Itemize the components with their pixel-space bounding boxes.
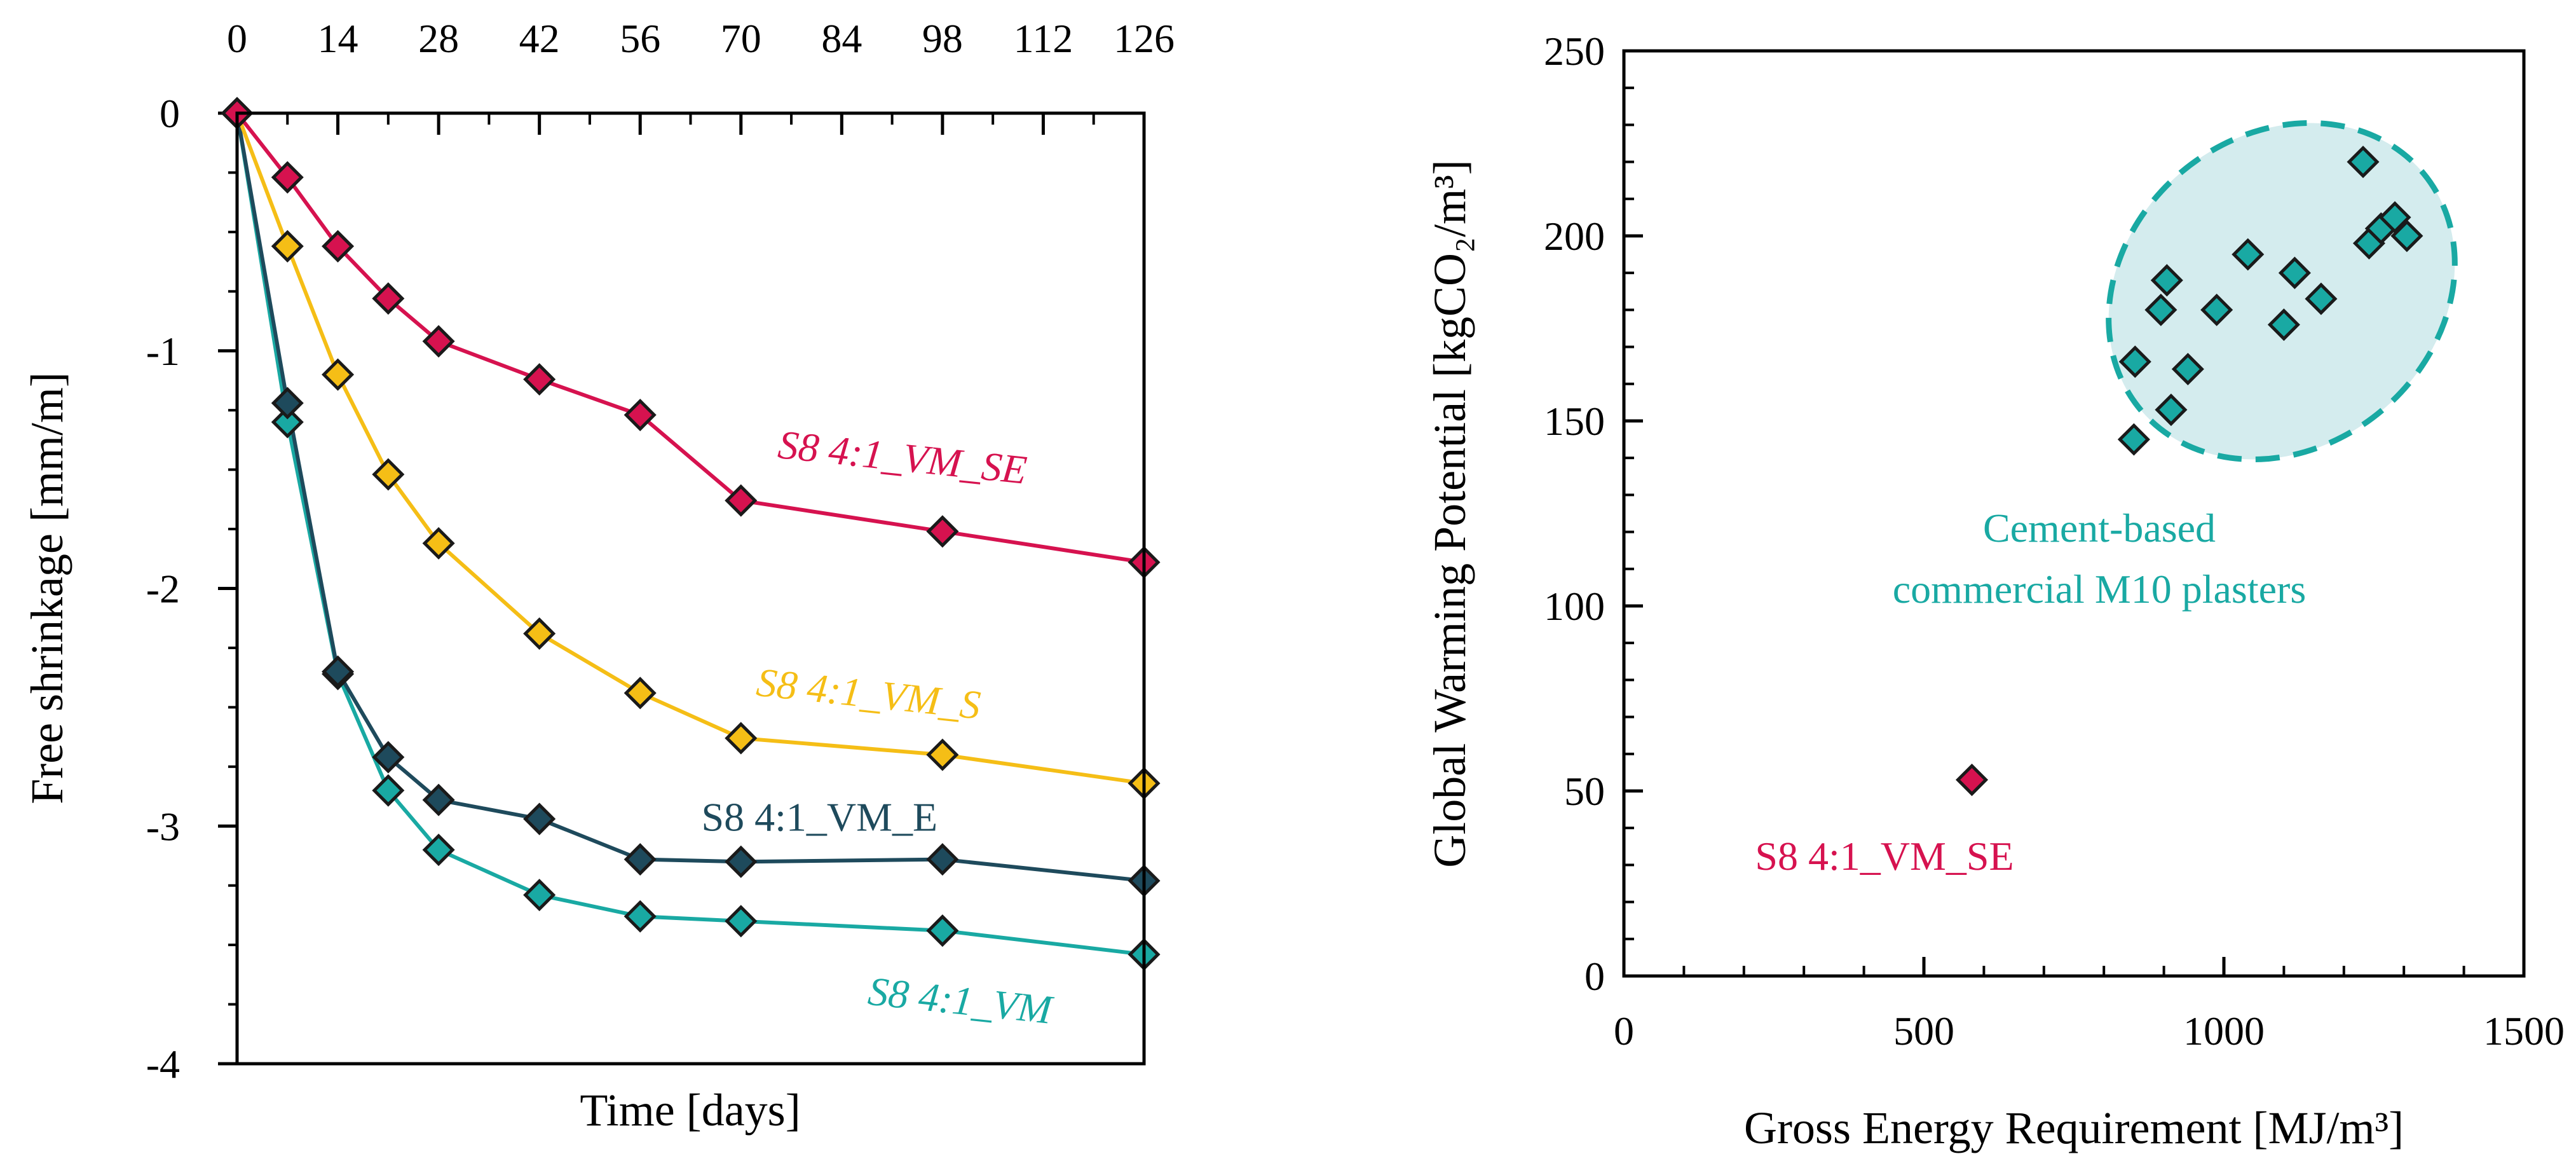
point-s8-4-1-vm-se [926,515,959,548]
shrinkage-y-tick-label: -4 [146,1041,180,1087]
point-s8-4-1-vm-e [926,843,959,876]
point-s8-4-1-vm-s [624,677,657,710]
shrinkage-x-tick-label: 56 [620,16,660,61]
series-line-s8-4-1-vm-s [235,112,1145,785]
point-s8-4-1-vm [624,900,657,933]
shrinkage-x-tick-label: 28 [418,16,459,61]
point-s8-4-1-vm-s [322,358,355,391]
gwp-plot-frame [1622,49,2526,978]
shrinkage-x-tick-label: 112 [1014,16,1073,61]
gwp-y-tick-label: 150 [1544,399,1605,444]
shrinkage-x-tick-label: 42 [519,16,560,61]
commercial-plasters-ellipse [2106,120,2458,463]
point-s8-4-1-vm-s [926,738,959,771]
point-s8-4-1-vm-e [422,783,455,816]
gwp-ger-chart: 0 500 1000 1500 0 50 100 150 200 250 Gross Energy… [1424,29,2565,1153]
gwp-x-tick-label: 500 [1893,1008,1954,1054]
commercial-plaster-point [2171,352,2204,386]
shrinkage-x-tick-label: 14 [318,16,358,61]
commercial-plaster-point [2155,394,2188,427]
commercial-plaster-point [2267,308,2300,341]
series-label-s8-4-1-vm-s: S8 4:1_VM_S [754,659,983,728]
series-line-s8-4-1-vm [235,113,1145,957]
point-s8-4-1-vm-s [523,617,556,650]
series-label-s8-4-1-vm-e: S8 4:1_VM_E [701,795,937,840]
commercial-plaster-point [2118,345,2151,378]
commercial-label-line2: commercial M10 plasters [1893,567,2306,612]
commercial-plaster-point [2390,219,2423,252]
point-s8-4-1-vm-s [271,230,304,263]
shrinkage-y-tick-label: -2 [146,567,180,612]
gwp-x-tick-label: 0 [1614,1008,1634,1054]
gwp-x-tick-label: 1500 [2483,1008,2565,1054]
commercial-plaster-point [2117,423,2150,456]
shrinkage-x-axis-title: Time [days] [580,1085,800,1136]
point-s8-4-1-vm-se [322,230,355,263]
point-s8-4-1-vm-e [523,802,556,835]
point-s8-4-1-vm-se [271,161,304,194]
vm-se-point [1955,764,1989,797]
gwp-x-tick-label: 1000 [2183,1008,2265,1054]
point-s8-4-1-vm-se [624,399,657,432]
point-s8-4-1-vm [523,879,556,912]
gwp-y-tick-label: 50 [1564,769,1605,814]
commercial-plaster-point [2150,264,2183,297]
shrinkage-x-tick-label: 126 [1114,16,1175,61]
commercial-label-line1: Cement-based [1983,505,2216,551]
point-s8-4-1-vm-se [725,484,758,517]
gwp-y-tick-label: 200 [1544,214,1605,259]
series-line-s8-4-1-vm-se [235,112,1145,565]
gwp-y-tick-label: 0 [1584,954,1605,999]
shrinkage-y-tick-label: 0 [160,91,180,136]
commercial-plaster-point [2278,256,2311,289]
commercial-plaster-point [2305,282,2338,315]
shrinkage-chart: 0 14 28 42 56 70 84 98 112 126 0 -1 -2 -3 -4 Time [day… [22,16,1175,1136]
shrinkage-x-tick-label: 98 [922,16,963,61]
commercial-plaster-point [2200,293,2233,326]
point-s8-4-1-vm-s [372,458,405,491]
point-s8-4-1-vm-s [422,526,455,560]
point-s8-4-1-vm [422,834,455,867]
gwp-y-tick-label: 100 [1544,584,1605,629]
shrinkage-plot-frame [235,111,1146,1066]
series-label-s8-4-1-vm-se: S8 4:1_VM_SE [776,422,1029,493]
point-s8-4-1-vm-se [372,282,405,315]
point-s8-4-1-vm-e [322,655,355,688]
point-s8-4-1-vm-e [624,843,657,876]
shrinkage-x-tick-label: 84 [821,16,862,61]
point-s8-4-1-vm-s [725,722,758,755]
point-s8-4-1-vm-e [372,741,405,774]
point-s8-4-1-vm-se [422,325,455,358]
shrinkage-x-tick-label: 0 [227,16,247,61]
commercial-plaster-point [2144,293,2177,326]
vm-se-point-label: S8 4:1_VM_SE [1755,834,2014,879]
point-s8-4-1-vm-e [271,387,304,420]
point-s8-4-1-vm-e [725,845,758,878]
commercial-plaster-point [2232,238,2265,271]
point-s8-4-1-vm [372,774,405,807]
shrinkage-y-tick-label: -1 [146,329,180,374]
shrinkage-y-axis-title: Free shrinkage [mm/m] [22,372,72,804]
gwp-x-axis-title: Gross Energy Requirement [MJ/m³] [1744,1103,2404,1153]
series-line-s8-4-1-vm-e [235,113,1145,883]
point-s8-4-1-vm [725,905,758,938]
commercial-plaster-point [2378,201,2411,234]
point-s8-4-1-vm-se [523,363,556,396]
gwp-y-tick-label: 250 [1544,29,1605,74]
point-s8-4-1-vm [926,914,959,947]
shrinkage-y-tick-label: -3 [146,804,180,849]
commercial-plaster-point [2347,146,2380,179]
series-label-s8-4-1-vm: S8 4:1_VM [866,968,1056,1033]
shrinkage-x-tick-label: 70 [721,16,761,61]
point-s8-4-1-vm [271,406,304,439]
gwp-y-axis-title: Global Warming Potential [kgCO₂/m³] [1424,160,1475,867]
